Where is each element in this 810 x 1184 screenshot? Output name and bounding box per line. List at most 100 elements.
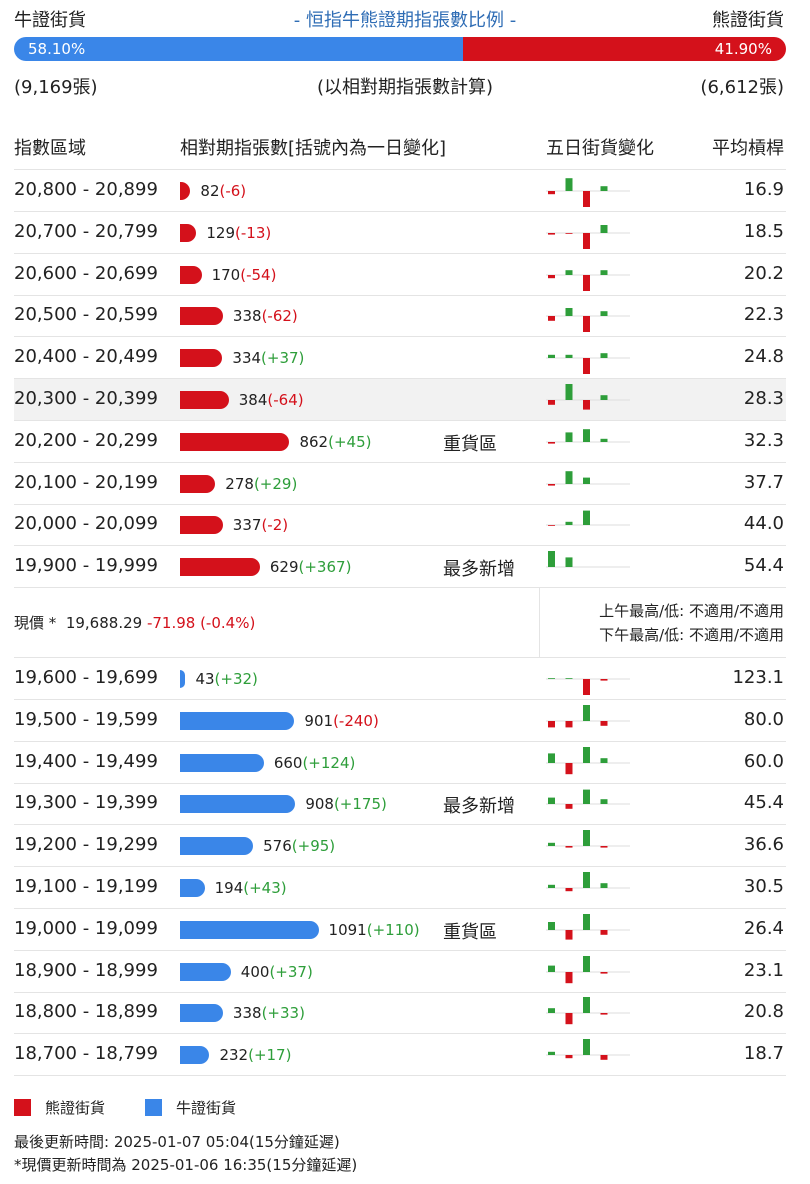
count: 232 <box>219 1046 249 1065</box>
five-day-bar <box>548 232 555 235</box>
five-day-bar <box>565 269 573 275</box>
five-day-bar <box>548 720 555 728</box>
count-label: 576(+95) <box>263 837 335 855</box>
table-row: 19,600 - 19,699 43(+32) 123.1 <box>14 658 786 700</box>
five-day-bar <box>548 525 555 527</box>
leverage: 23.1 <box>743 959 784 981</box>
leverage: 30.5 <box>743 876 784 897</box>
table-row: 19,900 - 19,999 629(+367) 最多新增 54.4 <box>14 546 786 589</box>
count-bar <box>180 711 295 730</box>
five-day-bar <box>548 921 555 930</box>
tag: 重貨區 <box>443 921 497 943</box>
five-day-bar <box>583 274 590 291</box>
change: (+33) <box>261 1004 305 1023</box>
five-day-bar <box>583 232 590 249</box>
five-day-bar <box>565 557 573 568</box>
leverage: 80.0 <box>743 708 784 730</box>
count: 400 <box>240 962 270 981</box>
range: 20,500 - 20,599 <box>14 304 158 326</box>
column-label: 相對期指張數[括號內為一日變化] <box>180 138 447 159</box>
count: 194 <box>214 879 244 897</box>
count-bar <box>180 182 191 200</box>
table-row: 18,900 - 18,999 400(+37) 23.1 <box>14 951 786 993</box>
range: 20,100 - 20,199 <box>14 471 158 493</box>
count-label: 43(+32) <box>195 670 257 688</box>
five-day-bar <box>583 316 590 333</box>
range: 19,000 - 19,099 <box>14 917 158 939</box>
five-day-bar <box>548 797 555 805</box>
bear-ratio: 41.90% <box>462 37 786 61</box>
price-label: 現價 * <box>14 614 57 632</box>
table-row: 19,200 - 19,299 576(+95) 36.6 <box>14 825 786 868</box>
leverage: 37.7 <box>743 471 784 493</box>
five-day-bar <box>583 679 590 695</box>
range: 20,600 - 20,699 <box>14 262 158 284</box>
five-day-chart <box>546 955 630 983</box>
five-day-bar <box>548 1008 555 1014</box>
five-day-bar <box>565 232 573 234</box>
five-day-chart <box>546 384 630 410</box>
five-day-bar <box>583 913 590 930</box>
table-row: 20,400 - 20,499 334(+37) 24.8 <box>14 337 786 380</box>
five-day-bar <box>583 955 590 972</box>
five-day-bar <box>600 1055 608 1060</box>
change: (+367) <box>298 558 352 577</box>
five-day-bar <box>583 704 590 721</box>
range: 20,200 - 20,299 <box>14 429 158 451</box>
five-day-bar <box>600 395 608 400</box>
table-row: 20,100 - 20,199 278(+29) 37.7 <box>14 463 786 505</box>
leverage: 20.8 <box>743 1001 784 1023</box>
tag: 最多新增 <box>443 559 515 581</box>
ratio-bar: 58.10% 41.90% <box>14 37 786 61</box>
legend: 熊證街貨 牛證街貨 <box>14 1097 236 1118</box>
count-label: 338(-62) <box>233 307 298 325</box>
table-row: 20,300 - 20,399 384(-64) 28.3 <box>14 379 786 421</box>
range: 19,300 - 19,399 <box>14 792 158 814</box>
count-label: 1091(+110) <box>329 921 420 939</box>
five-day-chart <box>546 913 630 940</box>
count-label: 232(+17) <box>219 1046 291 1064</box>
table-row: 20,500 - 20,599 338(-62) 22.3 <box>14 295 786 338</box>
leverage: 36.6 <box>743 834 784 856</box>
change: (+95) <box>291 837 336 856</box>
count-bar <box>180 432 290 451</box>
five-day-bar <box>600 1013 608 1015</box>
change: (-240) <box>333 711 379 730</box>
five-day-bar <box>565 804 573 810</box>
count-bar <box>180 223 197 242</box>
five-day-chart <box>546 830 630 848</box>
count-label: 194(+43) <box>215 879 287 897</box>
count-label: 629(+367) <box>270 558 352 576</box>
five-day-bar <box>583 746 590 763</box>
change: (-6) <box>219 182 247 200</box>
legend-swatch <box>145 1099 163 1116</box>
count-label: 384(-64) <box>239 391 304 409</box>
five-day-bar <box>565 971 573 983</box>
five-day-bar <box>565 178 573 191</box>
five-day-bar <box>600 883 608 888</box>
leverage: 18.5 <box>743 220 784 242</box>
change: (-64) <box>267 391 304 409</box>
count-bar <box>180 391 229 409</box>
table-row: 19,300 - 19,399 908(+175) 最多新增 45.4 <box>14 783 786 826</box>
five-day-bar <box>583 830 590 847</box>
count-label: 338(+33) <box>233 1004 305 1022</box>
five-day-bar <box>548 1051 555 1056</box>
five-day-chart <box>546 789 630 810</box>
five-day-bar <box>565 308 573 317</box>
five-day-bar <box>600 269 608 275</box>
five-day-bar <box>548 752 555 763</box>
divider <box>539 588 540 657</box>
table-row: 20,200 - 20,299 862(+45) 重貨區 32.3 <box>14 421 786 463</box>
change: (-2) <box>261 516 289 535</box>
table-row: 19,100 - 19,199 194(+43) 30.5 <box>14 867 786 909</box>
column-label: 五日街貨變化 <box>546 138 654 159</box>
count-label: 129(-13) <box>206 224 271 242</box>
footer-line: *現價更新時間為 2025-01-06 16:35(15分鐘延遲) <box>14 1156 358 1174</box>
five-day-chart <box>546 470 630 486</box>
range: 20,800 - 20,899 <box>14 179 158 200</box>
five-day-chart <box>546 428 630 444</box>
five-day-bar <box>565 384 573 400</box>
five-day-chart <box>546 746 630 774</box>
